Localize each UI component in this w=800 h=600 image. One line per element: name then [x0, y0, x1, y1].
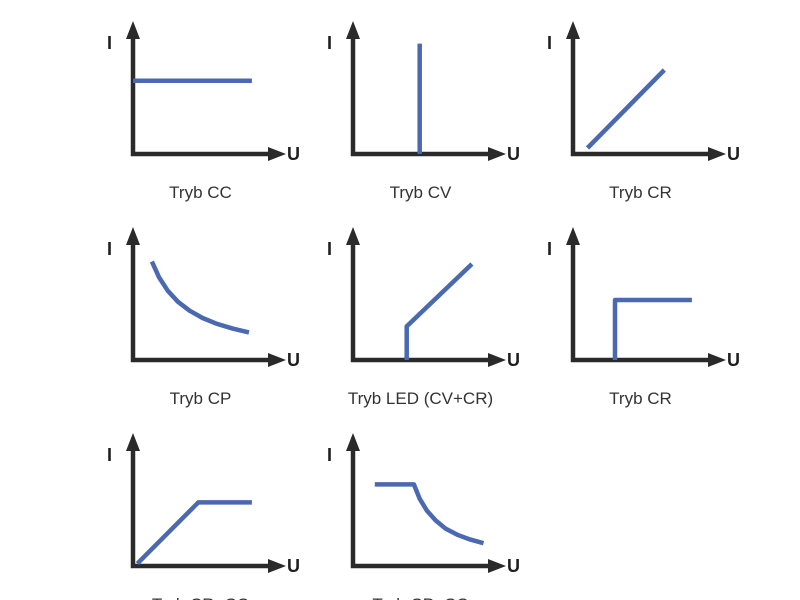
- x-axis-arrowhead: [488, 147, 506, 161]
- characteristic-curve: [374, 482, 485, 546]
- y-axis-label: I: [547, 33, 552, 53]
- axes-lines: [570, 242, 711, 363]
- iu-plot-cv: I U: [327, 21, 520, 164]
- x-axis-label: U: [507, 350, 520, 370]
- mode-panel-cr-cc: I U Tryb CR+CC: [93, 428, 308, 600]
- characteristic-curve: [404, 262, 474, 360]
- y-axis-arrowhead: [126, 433, 140, 451]
- x-axis-arrowhead: [268, 147, 286, 161]
- x-axis-arrowhead: [268, 559, 286, 573]
- iu-plot-cr-2: I U: [547, 227, 740, 370]
- mode-panel-led: I U Tryb LED (CV+CR): [313, 222, 528, 412]
- axes-lines: [130, 242, 271, 363]
- mode-panel-cv: I U Tryb CV: [313, 16, 528, 206]
- panel-caption: Tryb CR: [609, 183, 672, 202]
- panel-caption: Tryb CV: [389, 183, 452, 202]
- characteristic-curve: [135, 500, 252, 566]
- plots-row-2: I U Tryb CP I U Tryb LED (CV+CR) I U Try…: [0, 222, 800, 412]
- mode-panel-cr-2: I U Tryb CR: [533, 222, 748, 412]
- y-axis-label: I: [327, 445, 332, 465]
- axes-lines: [350, 36, 491, 157]
- x-axis-label: U: [507, 556, 520, 576]
- x-axis-label: U: [727, 144, 740, 164]
- panel-caption: Tryb CR: [609, 389, 672, 408]
- x-axis-label: U: [727, 350, 740, 370]
- axes-lines: [570, 36, 711, 157]
- y-axis-arrowhead: [346, 433, 360, 451]
- x-axis-label: U: [287, 556, 300, 576]
- x-axis-label: U: [287, 144, 300, 164]
- x-axis-arrowhead: [708, 353, 726, 367]
- axes-lines: [130, 36, 271, 157]
- y-axis-arrowhead: [346, 227, 360, 245]
- axes-lines: [130, 448, 271, 569]
- y-axis-arrowhead: [566, 21, 580, 39]
- panel-caption: Tryb LED (CV+CR): [347, 389, 494, 408]
- y-axis-arrowhead: [126, 227, 140, 245]
- y-axis-arrowhead: [126, 21, 140, 39]
- iu-plot-cc: I U: [107, 21, 300, 164]
- panel-caption: Tryb CP+CC: [372, 592, 468, 600]
- y-axis-label: I: [547, 239, 552, 259]
- x-axis-label: U: [507, 144, 520, 164]
- panel-caption: Tryb CC: [169, 183, 232, 202]
- characteristic-curve: [149, 260, 250, 335]
- mode-panel-cp-cc: I U Tryb CP+CC: [313, 428, 528, 600]
- x-axis-arrowhead: [488, 353, 506, 367]
- x-axis-arrowhead: [268, 353, 286, 367]
- x-axis-arrowhead: [708, 147, 726, 161]
- panel-caption: Tryb CR+CC: [152, 592, 249, 600]
- y-axis-label: I: [327, 33, 332, 53]
- iu-plot-cp-cc: I U: [327, 433, 520, 576]
- iu-plot-cr: I U: [547, 21, 740, 164]
- y-axis-arrowhead: [566, 227, 580, 245]
- characteristic-curve: [612, 297, 692, 360]
- y-axis-label: I: [107, 239, 112, 259]
- y-axis-arrowhead: [346, 21, 360, 39]
- mode-panel-cp: I U Tryb CP: [93, 222, 308, 412]
- x-axis-arrowhead: [488, 559, 506, 573]
- y-axis-label: I: [107, 33, 112, 53]
- iu-plot-led: I U: [327, 227, 520, 370]
- plots-row-1: I U Tryb CC I U Tryb CV I U Tryb CR: [0, 16, 800, 206]
- y-axis-label: I: [107, 445, 112, 465]
- iu-plot-cp: I U: [107, 227, 300, 370]
- x-axis-label: U: [287, 350, 300, 370]
- iu-plot-cr-cc: I U: [107, 433, 300, 576]
- panel-caption: Tryb CP: [169, 389, 232, 408]
- mode-panel-cr: I U Tryb CR: [533, 16, 748, 206]
- axes-lines: [350, 242, 491, 363]
- plots-row-3: I U Tryb CR+CC I U Tryb CP+CC: [0, 428, 800, 600]
- y-axis-label: I: [327, 239, 332, 259]
- axes-lines: [350, 448, 491, 569]
- mode-panel-cc: I U Tryb CC: [93, 16, 308, 206]
- characteristic-curve: [585, 68, 666, 150]
